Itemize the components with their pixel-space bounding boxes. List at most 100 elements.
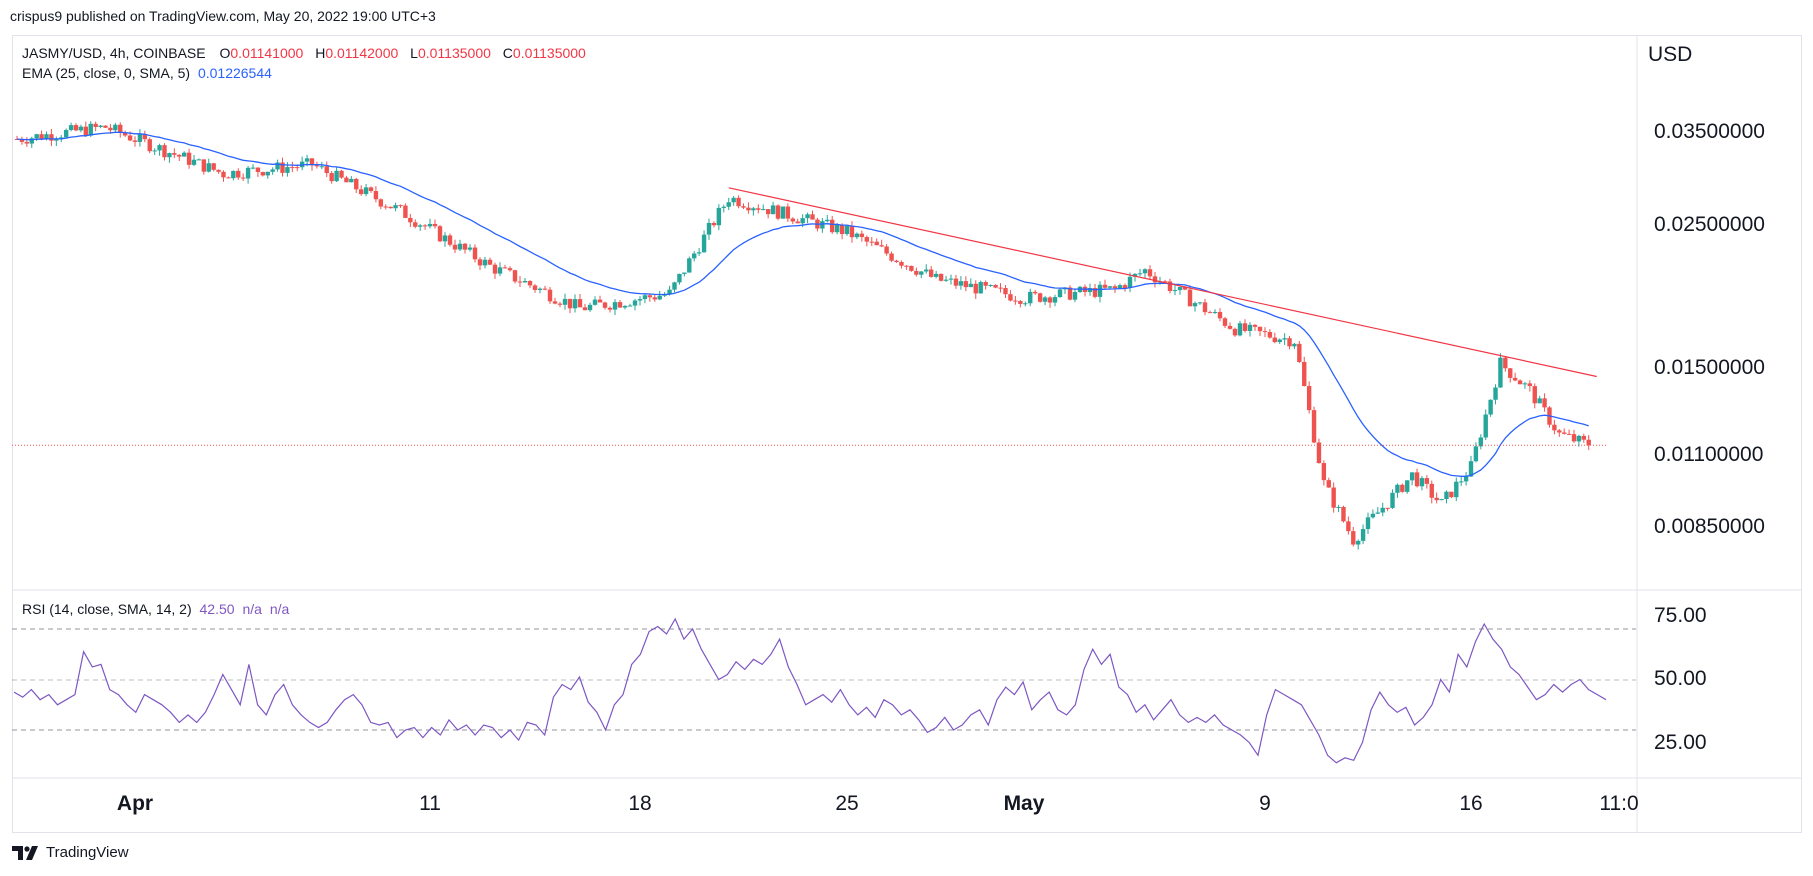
footer[interactable]: TradingView	[12, 844, 129, 861]
candle-body	[442, 235, 448, 242]
candle-body	[196, 159, 202, 161]
candle-body	[383, 206, 388, 208]
candle-body	[953, 278, 959, 286]
rsi-na-1: n/a	[242, 601, 262, 617]
candle-body	[417, 225, 423, 227]
candle-body	[963, 281, 969, 288]
candle-body	[142, 134, 148, 140]
candle-body	[785, 206, 791, 219]
candle-body	[567, 298, 573, 309]
candle-body	[54, 138, 59, 141]
candle-body	[260, 172, 266, 176]
candle-body	[1232, 328, 1238, 336]
candle-body	[1581, 435, 1587, 440]
price-axis-tick: 0.00850000	[1654, 515, 1765, 538]
candle-body	[919, 271, 924, 275]
candle-body	[839, 224, 845, 235]
candle-body	[978, 282, 983, 294]
symbol-legend: JASMY/USD, 4h, COINBASE O0.01141000 H0.0…	[22, 45, 594, 61]
candle-body	[167, 153, 172, 158]
candle-body	[334, 170, 339, 182]
candle-body	[427, 223, 433, 227]
price-axis-unit: USD	[1648, 43, 1692, 66]
price-pane[interactable]	[12, 121, 1608, 550]
candle-body	[507, 268, 513, 271]
candle-body	[834, 224, 840, 233]
candle-body	[181, 152, 187, 157]
candle-body	[191, 159, 197, 165]
candle-body	[1419, 478, 1425, 487]
candle-body	[1331, 487, 1336, 508]
candle-body	[692, 253, 697, 259]
candle-body	[1287, 338, 1292, 347]
candle-body	[1177, 286, 1183, 291]
candle-body	[1409, 472, 1415, 481]
candle-body	[245, 167, 251, 179]
candle-body	[1483, 414, 1488, 438]
candle-body	[537, 288, 543, 290]
candle-body	[1237, 323, 1243, 336]
candle-body	[711, 222, 717, 226]
candle-body	[761, 209, 766, 211]
ema-value: 0.01226544	[197, 65, 272, 81]
candle-body	[983, 282, 988, 286]
candle-body	[775, 205, 781, 219]
candle-body	[83, 126, 89, 136]
candle-body	[1488, 399, 1493, 415]
candle-body	[830, 219, 835, 233]
candle-body	[1326, 480, 1331, 488]
candle-body	[1355, 540, 1361, 545]
candle-body	[1498, 357, 1503, 388]
candle-body	[1242, 323, 1248, 331]
candle-body	[231, 170, 236, 179]
candle-body	[607, 307, 613, 310]
candle-body	[1247, 324, 1253, 331]
candle-body	[1182, 286, 1188, 290]
candle-body	[909, 265, 914, 271]
candle-body	[393, 205, 398, 209]
axes: USD 0.03500000 0.02500000 0.01500000 0.01100…	[117, 43, 1765, 815]
candle-body	[295, 167, 300, 169]
candle-body	[1222, 318, 1228, 326]
candle-body	[1013, 300, 1018, 302]
candle-body	[938, 273, 944, 281]
candle-body	[1067, 287, 1073, 300]
candle-body	[487, 259, 493, 265]
candle-body	[1132, 273, 1138, 277]
time-axis-tick: 9	[1259, 792, 1271, 815]
chart-frame	[12, 35, 1802, 833]
candle-body	[127, 135, 133, 141]
candle-body	[756, 208, 761, 210]
rsi-pane[interactable]	[12, 617, 1636, 764]
candle-body	[1552, 424, 1557, 431]
candle-body	[339, 170, 344, 178]
candle-body	[265, 171, 270, 176]
candle-body	[1532, 386, 1537, 404]
candle-body	[73, 125, 79, 131]
candle-body	[437, 226, 443, 242]
candle-body	[1434, 497, 1439, 501]
candle-body	[765, 209, 771, 215]
candle-body	[1277, 339, 1282, 343]
candle-body	[1375, 512, 1381, 514]
candle-body	[810, 214, 815, 220]
candle-body	[894, 260, 899, 263]
candle-body	[1292, 343, 1297, 347]
candle-body	[731, 197, 736, 203]
candle-body	[1454, 481, 1459, 498]
candle-body	[884, 246, 889, 254]
candle-body	[1424, 478, 1430, 484]
rsi-value: 42.50	[199, 601, 235, 617]
candle-body	[162, 145, 167, 158]
rsi-axis-tick: 25.00	[1654, 731, 1707, 754]
time-axis-tick: 18	[628, 792, 651, 815]
candle-body	[1152, 276, 1158, 283]
candle-body	[349, 178, 354, 183]
candle-body	[988, 284, 993, 286]
candle-body	[1127, 276, 1133, 288]
candle-body	[1047, 297, 1053, 303]
candle-body	[1508, 368, 1513, 378]
candle-body	[388, 206, 393, 209]
candle-body	[672, 282, 677, 290]
